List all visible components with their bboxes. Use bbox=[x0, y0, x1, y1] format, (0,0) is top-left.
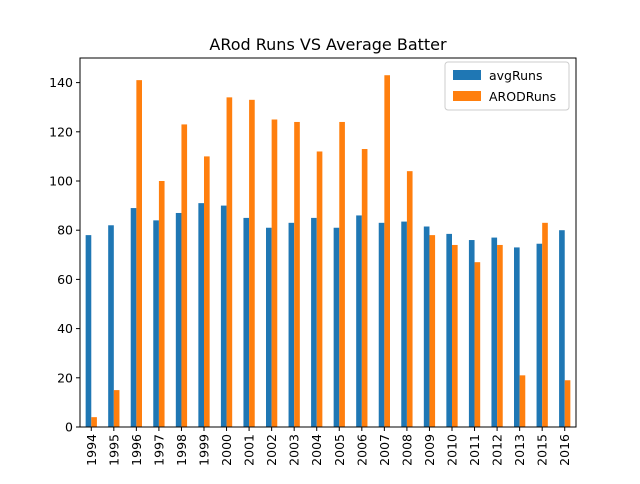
chart-title: ARod Runs VS Average Batter bbox=[209, 35, 447, 54]
x-tick-label: 1996 bbox=[129, 434, 144, 466]
bar-avgRuns-2011 bbox=[468, 240, 475, 427]
bar-avgRuns-2003 bbox=[288, 222, 295, 427]
bar-avgRuns-2005 bbox=[333, 227, 340, 427]
legend-label-ARODRuns: ARODRuns bbox=[489, 89, 556, 104]
x-tick-label: 2011 bbox=[467, 434, 482, 466]
bar-ARODRuns-2011 bbox=[474, 262, 481, 427]
bar-avgRuns-2010 bbox=[446, 233, 452, 427]
y-tick-label: 80 bbox=[57, 223, 73, 238]
bar-ARODRuns-2000 bbox=[226, 97, 233, 428]
bar-ARODRuns-2009 bbox=[429, 235, 436, 427]
bar-avgRuns-2007 bbox=[378, 222, 385, 427]
x-tick-label: 1995 bbox=[106, 434, 121, 466]
bar-ARODRuns-2003 bbox=[294, 121, 300, 428]
bar-avgRuns-2015 bbox=[536, 243, 543, 427]
x-tick-label: 2001 bbox=[242, 434, 257, 466]
x-tick-label: 2003 bbox=[287, 434, 302, 466]
x-tick-label: 2004 bbox=[309, 434, 324, 466]
bar-ARODRuns-2002 bbox=[271, 119, 278, 427]
y-tick-label: 140 bbox=[49, 75, 73, 90]
x-tick-label: 1994 bbox=[84, 434, 99, 466]
bar-avgRuns-2008 bbox=[401, 221, 407, 427]
bar-ARODRuns-2004 bbox=[316, 151, 323, 428]
bar-ARODRuns-2013 bbox=[519, 375, 526, 427]
bar-avgRuns-2001 bbox=[243, 217, 250, 427]
bar-avgRuns-1994 bbox=[85, 235, 92, 427]
y-tick-label: 100 bbox=[49, 174, 73, 189]
x-tick-label: 2016 bbox=[557, 434, 572, 466]
legend-label-avgRuns: avgRuns bbox=[489, 68, 542, 83]
x-tick-label: 1998 bbox=[174, 434, 189, 466]
legend: avgRuns ARODRuns bbox=[444, 61, 570, 111]
x-tick-label: 2006 bbox=[354, 434, 369, 466]
bar-avgRuns-2012 bbox=[491, 237, 498, 427]
bar-ARODRuns-2007 bbox=[384, 75, 390, 427]
bar-ARODRuns-2016 bbox=[564, 380, 571, 427]
bar-avgRuns-2006 bbox=[356, 215, 362, 427]
bar-avgRuns-2016 bbox=[559, 230, 565, 427]
bar-ARODRuns-2008 bbox=[406, 171, 413, 427]
bar-ARODRuns-2006 bbox=[361, 149, 368, 427]
plot-frame bbox=[79, 57, 577, 428]
bar-avgRuns-1997 bbox=[153, 220, 159, 427]
bar-ARODRuns-2005 bbox=[339, 121, 345, 428]
bar-ARODRuns-1999 bbox=[204, 156, 210, 427]
y-tick-label: 60 bbox=[57, 272, 73, 287]
bar-ARODRuns-2010 bbox=[452, 244, 458, 427]
x-tick-label: 2013 bbox=[512, 434, 527, 466]
bar-ARODRuns-1996 bbox=[136, 80, 142, 427]
bar-avgRuns-1996 bbox=[130, 208, 137, 427]
bar-ARODRuns-2012 bbox=[497, 244, 503, 427]
x-tick-label: 2005 bbox=[332, 434, 347, 466]
bar-avgRuns-1998 bbox=[175, 212, 182, 427]
x-tick-label: 1997 bbox=[151, 434, 166, 466]
legend-swatch-avgRuns bbox=[453, 70, 481, 80]
bar-avgRuns-2002 bbox=[266, 227, 272, 427]
x-axis: 1994 1995 1996 1997 1998 1999 2000 2001 2002 2003… bbox=[84, 427, 572, 466]
y-tick-label: 20 bbox=[57, 370, 73, 385]
bar-ARODRuns-1995 bbox=[113, 390, 120, 427]
bars-layer bbox=[85, 75, 571, 428]
y-tick-label: 0 bbox=[65, 420, 73, 435]
x-tick-label: 2015 bbox=[535, 434, 550, 466]
bar-avgRuns-1999 bbox=[198, 203, 204, 427]
y-tick-label: 120 bbox=[49, 124, 73, 139]
bar-avgRuns-2004 bbox=[311, 217, 317, 427]
bar-ARODRuns-2015 bbox=[542, 222, 548, 427]
x-tick-label: 2008 bbox=[399, 434, 414, 466]
legend-swatch-ARODRuns bbox=[453, 91, 481, 101]
bar-ARODRuns-1997 bbox=[158, 181, 165, 427]
bar-avgRuns-2009 bbox=[423, 226, 430, 427]
bar-avgRuns-2013 bbox=[514, 247, 520, 427]
bar-ARODRuns-1994 bbox=[91, 417, 97, 427]
y-axis: 0 20 40 60 80 100 120 140 bbox=[49, 75, 80, 435]
x-tick-label: 2010 bbox=[445, 434, 460, 466]
x-tick-label: 2012 bbox=[490, 434, 505, 466]
y-tick-label: 40 bbox=[57, 321, 73, 336]
bar-avgRuns-1995 bbox=[108, 225, 114, 427]
bar-ARODRuns-2001 bbox=[249, 99, 255, 427]
x-tick-label: 2002 bbox=[264, 434, 279, 466]
x-tick-label: 2009 bbox=[422, 434, 437, 466]
bar-ARODRuns-1998 bbox=[181, 124, 188, 428]
x-tick-label: 1999 bbox=[197, 434, 212, 466]
bar-avgRuns-2000 bbox=[220, 205, 227, 427]
x-tick-label: 2000 bbox=[219, 434, 234, 466]
x-tick-label: 2007 bbox=[377, 434, 392, 466]
